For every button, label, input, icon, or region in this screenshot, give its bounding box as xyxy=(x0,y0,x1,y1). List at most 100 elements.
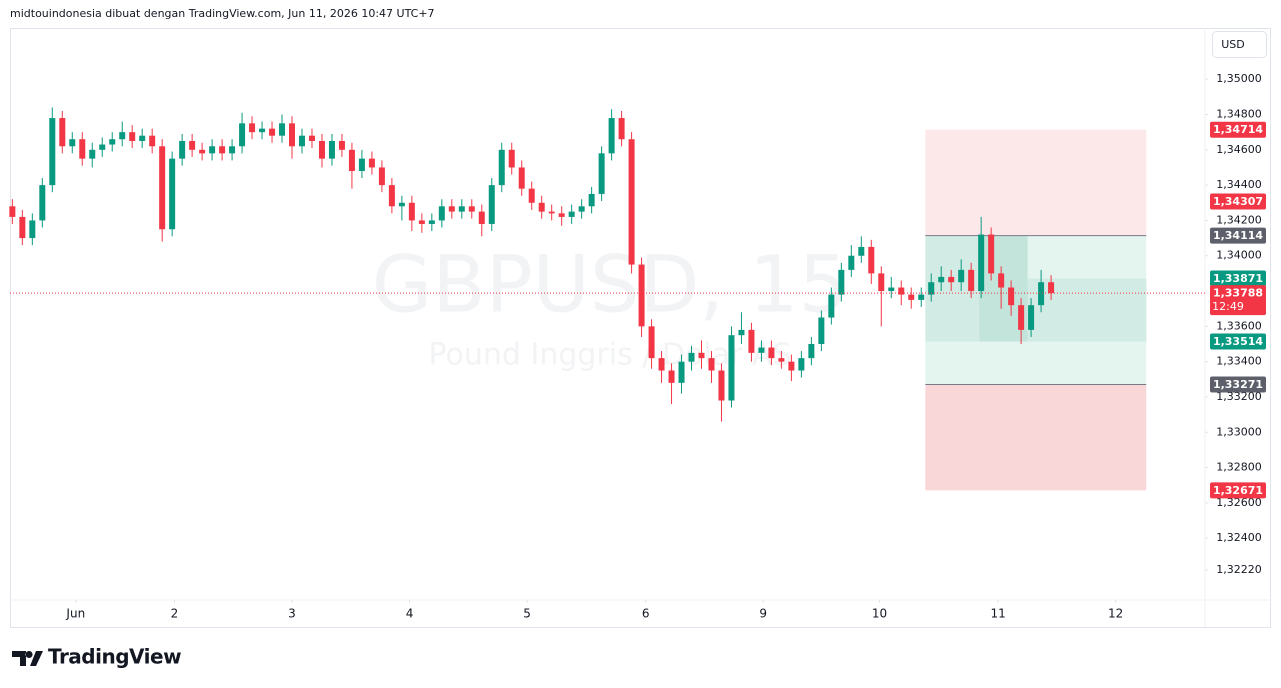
x-tick-label: 6 xyxy=(642,607,650,621)
candle-body xyxy=(528,188,535,203)
candle-body xyxy=(778,358,785,362)
candle-body xyxy=(69,139,76,147)
candle-body xyxy=(838,269,845,295)
price-label-box xyxy=(1210,376,1266,393)
candle-body xyxy=(668,370,675,383)
candle-body xyxy=(888,287,895,292)
candle-body xyxy=(159,146,166,230)
footer-logo: TradingView xyxy=(12,645,182,669)
candle-body xyxy=(568,211,575,217)
candle-body xyxy=(548,211,555,214)
y-tick-label: 1,33200 xyxy=(1216,390,1262,403)
candle-body xyxy=(738,329,745,336)
currency-label[interactable]: USD xyxy=(1221,38,1245,51)
price-label: 1,33271 xyxy=(1213,378,1263,391)
candle-body xyxy=(308,135,315,141)
candle-body xyxy=(458,206,465,212)
candle-body xyxy=(868,246,875,274)
candle-body xyxy=(608,118,615,154)
x-tick-label: 2 xyxy=(171,607,179,621)
candle-body xyxy=(728,335,735,401)
candle-body xyxy=(638,264,645,327)
candle-body xyxy=(189,140,196,150)
candle-body xyxy=(538,202,545,212)
x-tick-label: 12 xyxy=(1108,607,1123,621)
candle-body xyxy=(289,123,296,147)
last-price-box xyxy=(1210,285,1266,316)
candle-body xyxy=(328,140,335,159)
candle-body xyxy=(378,167,385,186)
y-tick-label: 1,34800 xyxy=(1216,108,1262,121)
candle-body xyxy=(618,118,625,140)
x-tick-label: 5 xyxy=(523,607,531,621)
candle-body xyxy=(478,211,485,224)
candle-body xyxy=(708,358,715,371)
candle-body xyxy=(698,352,705,359)
plot-area: GBPUSD, 15 Pound Inggris / Dolar AS 1,3500… xyxy=(9,28,1270,627)
candle-body xyxy=(1008,287,1015,306)
candle-body xyxy=(798,358,805,371)
logo-mark xyxy=(12,651,43,666)
candle-body xyxy=(748,329,755,353)
y-tick-label: 1,33400 xyxy=(1216,355,1262,368)
candle-body xyxy=(209,146,216,154)
candle-body xyxy=(1038,282,1045,306)
candle-body xyxy=(229,146,236,154)
candle-body xyxy=(788,361,795,371)
candle-body xyxy=(818,317,825,345)
candle-body xyxy=(848,255,855,270)
candle-body xyxy=(1048,282,1055,294)
candle-body xyxy=(648,326,655,359)
candle-body xyxy=(388,185,395,207)
candle-body xyxy=(398,202,405,207)
y-tick-label: 1,34600 xyxy=(1216,143,1262,156)
candle-body xyxy=(219,146,226,154)
candle-body xyxy=(99,144,106,150)
candle-body xyxy=(938,276,945,283)
position-zone xyxy=(925,129,1147,236)
candle-body xyxy=(279,123,286,136)
candle-body xyxy=(928,282,935,295)
watermark-symbol: GBPUSD, 15 xyxy=(372,240,849,330)
position-zone xyxy=(925,384,1147,491)
candle-body xyxy=(139,135,146,141)
x-tick-label: Jun xyxy=(65,607,85,621)
price-label: 1,33871 xyxy=(1213,272,1263,285)
candle-body xyxy=(718,370,725,401)
candle-body xyxy=(508,149,515,168)
y-tick-label: 1,33000 xyxy=(1216,425,1262,438)
candle-body xyxy=(109,139,116,145)
currency-button[interactable] xyxy=(1212,31,1267,58)
price-label-box xyxy=(1210,121,1266,138)
candle-body xyxy=(338,140,345,150)
candle-body xyxy=(348,149,355,171)
candle-body xyxy=(488,185,495,224)
y-tick-label: 1,35000 xyxy=(1216,72,1262,85)
candle-body xyxy=(89,149,96,159)
footer-brand: TradingView xyxy=(48,645,181,669)
candle-body xyxy=(678,361,685,383)
candle-body xyxy=(688,352,695,362)
y-tick-label: 1,34400 xyxy=(1216,178,1262,191)
candle-body xyxy=(358,158,365,171)
candle-body xyxy=(298,135,305,147)
candle-body xyxy=(998,273,1005,288)
header-text: midtouindonesia dibuat dengan TradingVie… xyxy=(10,7,435,20)
price-label: 1,34114 xyxy=(1213,229,1263,242)
price-label-box xyxy=(1210,482,1266,499)
candle-body xyxy=(828,294,835,318)
candle-body xyxy=(179,140,186,159)
position-zone xyxy=(1027,278,1147,342)
candle-body xyxy=(988,234,995,274)
candle-body xyxy=(598,153,605,194)
y-tick-label: 1,32800 xyxy=(1216,461,1262,474)
y-tick-label: 1,32400 xyxy=(1216,531,1262,544)
price-label: 1,32671 xyxy=(1213,484,1263,497)
chart-frame xyxy=(10,28,1271,628)
candle-body xyxy=(948,276,955,283)
y-tick-label: 1,32600 xyxy=(1216,496,1262,509)
candle-body xyxy=(318,140,325,159)
candle-body xyxy=(1018,305,1025,330)
candle-body xyxy=(908,294,915,300)
